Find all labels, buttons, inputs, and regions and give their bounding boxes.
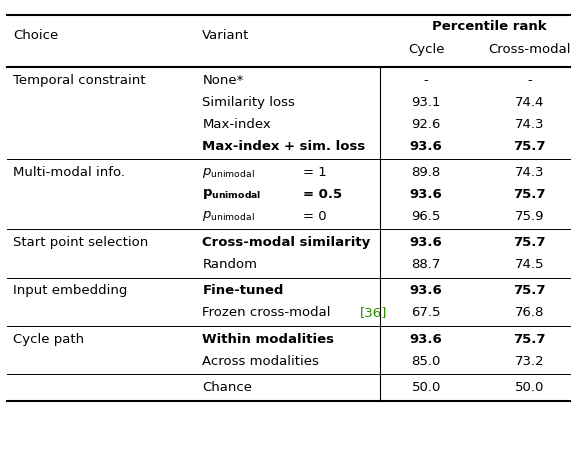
Text: 75.7: 75.7 xyxy=(513,188,546,201)
Text: Max-index + sim. loss: Max-index + sim. loss xyxy=(203,140,365,153)
Text: 93.6: 93.6 xyxy=(410,333,442,346)
Text: 75.7: 75.7 xyxy=(513,140,546,153)
Text: Percentile rank: Percentile rank xyxy=(432,20,546,33)
Text: Fine-tuned: Fine-tuned xyxy=(203,284,283,297)
Text: Variant: Variant xyxy=(203,29,250,42)
Text: 74.3: 74.3 xyxy=(514,166,544,179)
Text: $\mathbf{p}_{\mathbf{unimodal}}$: $\mathbf{p}_{\mathbf{unimodal}}$ xyxy=(203,187,262,202)
Text: Across modalities: Across modalities xyxy=(203,354,319,367)
Text: 85.0: 85.0 xyxy=(411,354,441,367)
Text: 50.0: 50.0 xyxy=(515,381,544,394)
Text: 76.8: 76.8 xyxy=(515,306,544,319)
Text: 93.6: 93.6 xyxy=(410,284,442,297)
Text: 93.6: 93.6 xyxy=(410,140,442,153)
Text: $p_{\mathrm{unimodal}}$: $p_{\mathrm{unimodal}}$ xyxy=(203,209,255,223)
Text: 75.7: 75.7 xyxy=(513,236,546,249)
Text: Chance: Chance xyxy=(203,381,253,394)
Text: Input embedding: Input embedding xyxy=(13,284,127,297)
Text: 74.5: 74.5 xyxy=(514,258,544,271)
Text: = 1: = 1 xyxy=(303,166,327,179)
Text: Cycle path: Cycle path xyxy=(13,333,84,346)
Text: -: - xyxy=(424,74,428,87)
Text: 73.2: 73.2 xyxy=(514,354,544,367)
Text: None*: None* xyxy=(203,74,244,87)
Text: 93.6: 93.6 xyxy=(410,236,442,249)
Text: 75.7: 75.7 xyxy=(513,333,546,346)
Text: Random: Random xyxy=(203,258,257,271)
Text: = 0.5: = 0.5 xyxy=(303,188,342,201)
Text: [36]: [36] xyxy=(360,306,388,319)
Text: Multi-modal info.: Multi-modal info. xyxy=(13,166,125,179)
Text: 93.6: 93.6 xyxy=(410,188,442,201)
Text: Cycle: Cycle xyxy=(408,43,445,56)
Text: Frozen cross-modal: Frozen cross-modal xyxy=(203,306,335,319)
Text: 74.3: 74.3 xyxy=(514,118,544,131)
Text: 93.1: 93.1 xyxy=(411,96,441,109)
Text: Temporal constraint: Temporal constraint xyxy=(13,74,146,87)
Text: $p_{\mathrm{unimodal}}$: $p_{\mathrm{unimodal}}$ xyxy=(203,165,255,180)
Text: 96.5: 96.5 xyxy=(411,210,441,223)
Text: Similarity loss: Similarity loss xyxy=(203,96,295,109)
Text: = 0: = 0 xyxy=(303,210,327,223)
Text: Cross-modal similarity: Cross-modal similarity xyxy=(203,236,371,249)
Text: Choice: Choice xyxy=(13,29,58,42)
Text: 50.0: 50.0 xyxy=(411,381,441,394)
Text: Within modalities: Within modalities xyxy=(203,333,334,346)
Text: 89.8: 89.8 xyxy=(411,166,441,179)
Text: Start point selection: Start point selection xyxy=(13,236,148,249)
Text: -: - xyxy=(527,74,532,87)
Text: Max-index: Max-index xyxy=(203,118,271,131)
Text: 74.4: 74.4 xyxy=(515,96,544,109)
Text: 92.6: 92.6 xyxy=(411,118,441,131)
Text: 75.7: 75.7 xyxy=(513,284,546,297)
Text: Cross-modal: Cross-modal xyxy=(488,43,571,56)
Text: 67.5: 67.5 xyxy=(411,306,441,319)
Text: 88.7: 88.7 xyxy=(411,258,441,271)
Text: 75.9: 75.9 xyxy=(514,210,544,223)
